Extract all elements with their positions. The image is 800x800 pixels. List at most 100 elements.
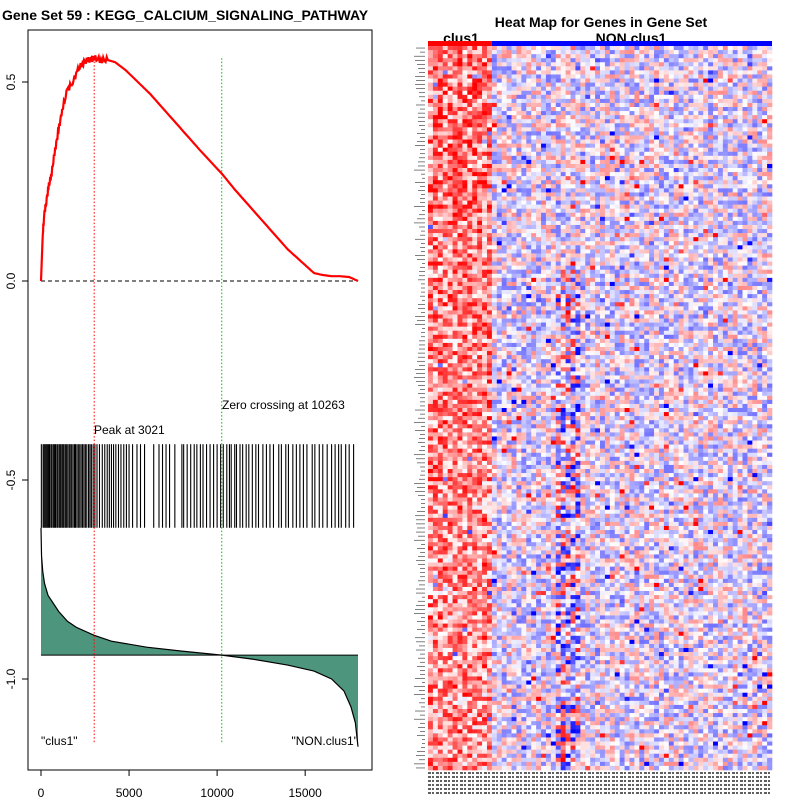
- heat-cell: [703, 220, 709, 226]
- heat-cell: [614, 176, 620, 181]
- heat-cell: [624, 135, 630, 140]
- heat-cell: [457, 322, 463, 327]
- heat-cell: [506, 220, 512, 226]
- heat-cell: [629, 70, 635, 75]
- heat-cell: [565, 94, 571, 100]
- heat-cell: [545, 58, 552, 63]
- heat-cell: [482, 115, 488, 120]
- heat-cell: [477, 151, 483, 157]
- heat-cell: [516, 155, 522, 161]
- heat-cell: [742, 151, 748, 157]
- heat-cell: [447, 216, 453, 222]
- heat-cell: [673, 143, 679, 148]
- heat-cell: [432, 237, 439, 242]
- peak-label: Peak at 3021: [94, 423, 165, 437]
- heat-cell: [600, 273, 606, 279]
- heat-cell: [516, 237, 522, 242]
- heat-cell: [634, 314, 640, 319]
- heat-cell: [727, 224, 733, 230]
- heat-cell: [722, 151, 729, 157]
- heat-cell: [629, 143, 635, 148]
- heat-cell: [649, 306, 655, 311]
- heat-cell: [629, 192, 635, 197]
- heat-cell: [595, 314, 601, 319]
- heat-cell: [767, 168, 773, 173]
- heat-cell: [432, 66, 439, 71]
- heat-cell: [565, 200, 571, 205]
- heat-cell: [649, 196, 655, 201]
- heat-cell: [521, 54, 527, 59]
- heat-cell: [639, 229, 645, 234]
- heat-cell: [747, 322, 753, 327]
- heat-cell: [658, 281, 665, 287]
- heat-cell: [585, 229, 591, 234]
- heat-cell: [762, 155, 768, 161]
- heat-cell: [742, 200, 748, 205]
- heat-cell: [668, 310, 675, 315]
- heat-cell: [432, 159, 439, 165]
- heat-cell: [609, 123, 616, 128]
- heat-cell: [486, 285, 493, 291]
- heat-cell: [452, 78, 458, 83]
- heat-cell: [713, 290, 719, 295]
- heat-cell: [486, 269, 493, 275]
- heat-cell: [639, 196, 645, 201]
- heat-cell: [649, 58, 655, 63]
- heat-cell: [511, 265, 517, 271]
- heat-cell: [767, 192, 773, 197]
- heat-cell: [624, 107, 630, 112]
- heat-cell: [447, 143, 453, 148]
- heat-cell: [752, 102, 758, 108]
- heat-cell: [491, 249, 498, 254]
- heat-cell: [575, 302, 581, 307]
- heat-cell: [624, 249, 630, 254]
- heat-cell: [644, 318, 650, 323]
- heat-cell: [565, 269, 571, 275]
- heat-cell: [501, 322, 507, 327]
- heat-cell: [639, 46, 645, 51]
- heat-cell: [560, 50, 566, 55]
- heat-cell: [757, 58, 763, 63]
- heat-cell: [521, 204, 527, 209]
- heat-cell: [747, 115, 753, 120]
- heat-cell: [580, 151, 586, 157]
- heat-cell: [717, 90, 724, 96]
- heat-cell: [757, 131, 763, 136]
- heat-cell: [585, 265, 591, 271]
- heat-cell: [609, 224, 616, 230]
- heat-cell: [575, 208, 581, 214]
- heat-cell: [644, 261, 650, 266]
- heat-cell: [673, 306, 679, 311]
- heat-cell: [496, 188, 503, 193]
- heat-cell: [732, 111, 738, 116]
- heat-cell: [595, 127, 601, 132]
- heat-cell: [604, 314, 611, 319]
- heat-cell: [560, 290, 566, 295]
- heat-cell: [452, 192, 458, 197]
- heat-cell: [506, 123, 512, 128]
- heat-cell: [536, 241, 542, 246]
- heat-cell: [614, 302, 620, 307]
- heat-cell: [619, 123, 625, 128]
- heat-cell: [506, 184, 512, 189]
- heat-cell: [575, 119, 581, 124]
- heat-cell: [570, 147, 576, 153]
- heat-cell: [732, 192, 738, 197]
- heat-cell: [752, 147, 758, 153]
- heat-cell: [526, 184, 532, 189]
- heat-cell: [585, 281, 591, 287]
- heat-cell: [590, 78, 596, 83]
- heat-cell: [649, 123, 655, 128]
- heat-cell: [762, 241, 768, 246]
- heat-cell: [575, 155, 581, 161]
- heat-cell: [447, 70, 453, 75]
- heat-cell: [501, 204, 507, 209]
- heat-cell: [722, 46, 729, 51]
- heat-cell: [609, 245, 616, 250]
- heat-cell: [703, 192, 709, 197]
- heat-cell: [737, 127, 743, 132]
- heat-cell: [442, 310, 448, 315]
- heat-cell: [614, 184, 620, 189]
- heat-cell: [688, 298, 694, 303]
- heat-cell: [486, 241, 493, 246]
